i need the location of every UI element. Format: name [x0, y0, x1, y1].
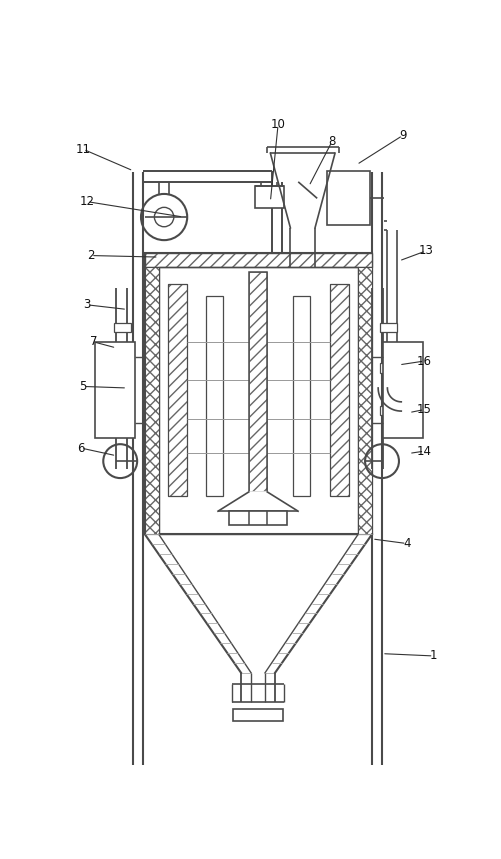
Bar [145, 253, 371, 534]
Bar [293, 295, 310, 496]
Bar [95, 342, 135, 438]
Bar [248, 272, 267, 492]
Text: 3: 3 [83, 298, 91, 311]
Bar [327, 171, 369, 225]
Text: 15: 15 [416, 403, 431, 416]
Text: 13: 13 [418, 245, 432, 258]
Bar [168, 284, 187, 496]
Bar [158, 267, 357, 534]
Text: 1: 1 [429, 649, 436, 662]
Bar [228, 511, 287, 525]
Text: 4: 4 [402, 537, 410, 550]
Bar [357, 267, 371, 534]
Bar [380, 405, 397, 415]
Text: 11: 11 [76, 143, 91, 155]
Bar [145, 267, 158, 534]
Bar [114, 322, 131, 332]
Polygon shape [217, 492, 298, 511]
Bar [145, 253, 371, 267]
Text: 6: 6 [77, 442, 85, 454]
Bar [168, 284, 187, 496]
Bar [382, 342, 422, 438]
Bar [233, 709, 282, 721]
Text: 8: 8 [328, 135, 335, 148]
Bar [145, 267, 158, 534]
Text: 16: 16 [416, 355, 431, 368]
Text: 9: 9 [398, 129, 406, 142]
Bar [248, 272, 267, 492]
Bar [329, 284, 348, 496]
Bar [114, 363, 131, 373]
Bar [145, 253, 371, 267]
Bar [357, 267, 371, 534]
Bar [114, 405, 131, 415]
Text: 10: 10 [270, 119, 285, 131]
Bar [329, 284, 348, 496]
Text: 14: 14 [416, 445, 431, 458]
Bar [380, 363, 397, 373]
Bar [380, 322, 397, 332]
Text: 12: 12 [80, 195, 94, 208]
Text: 7: 7 [89, 335, 97, 348]
Text: 2: 2 [87, 249, 95, 262]
Bar [206, 295, 223, 496]
Bar [255, 186, 284, 208]
Text: 5: 5 [80, 380, 87, 393]
